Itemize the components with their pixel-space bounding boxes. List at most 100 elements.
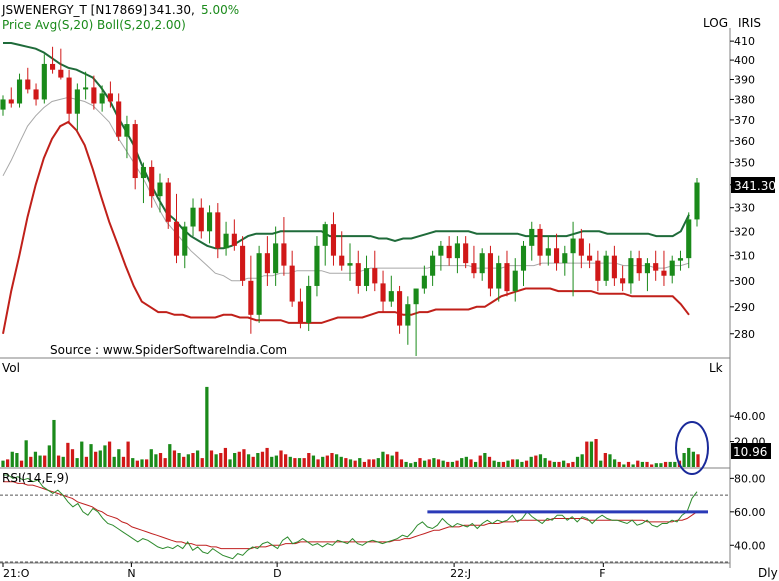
bollinger-lower-band xyxy=(2,120,690,334)
candle-body xyxy=(686,219,692,259)
candle xyxy=(248,255,254,334)
log-scale-toggle[interactable]: LOG xyxy=(703,16,728,30)
candle-body xyxy=(289,265,295,302)
candle xyxy=(347,243,353,281)
volume-bar xyxy=(33,451,38,467)
volume-bar xyxy=(140,459,144,467)
volume-bar xyxy=(362,461,367,467)
candle-body xyxy=(537,228,543,256)
candle xyxy=(413,288,419,356)
candle xyxy=(99,85,105,112)
candle-body xyxy=(520,245,527,271)
volume-bar xyxy=(70,449,75,467)
candle-body xyxy=(58,69,64,78)
volume-bar xyxy=(543,458,547,467)
candle-body xyxy=(355,263,361,286)
candle xyxy=(496,255,502,302)
candle-body xyxy=(446,245,452,259)
volume-bar xyxy=(200,458,204,467)
candle xyxy=(198,198,204,239)
candle xyxy=(520,240,527,286)
volume-bar xyxy=(640,461,645,467)
candle xyxy=(446,236,452,266)
volume-bar xyxy=(284,454,288,467)
volume-bar xyxy=(599,460,603,467)
candle-body xyxy=(677,258,684,261)
candle-body xyxy=(694,182,700,220)
volume-bar xyxy=(399,459,404,467)
volume-bar xyxy=(524,460,529,467)
price-tick-label: 290 xyxy=(734,301,755,314)
volume-bar xyxy=(534,455,538,467)
volume-bar xyxy=(538,454,543,467)
volume-bar xyxy=(529,456,533,467)
candle-body xyxy=(628,258,634,284)
candle-body xyxy=(330,224,337,256)
candle xyxy=(694,178,700,227)
volume-bar xyxy=(636,460,640,467)
time-tick-label: 22:J xyxy=(450,567,471,580)
candle-body xyxy=(380,283,386,302)
volume-bar xyxy=(413,461,417,467)
candle xyxy=(636,250,642,281)
candle-body xyxy=(264,253,270,274)
candle-body xyxy=(388,291,394,302)
rsi-signal-line xyxy=(3,481,698,550)
candle-body xyxy=(190,207,196,227)
candle xyxy=(231,219,237,251)
volume-bar xyxy=(154,454,158,467)
volume-bar xyxy=(650,464,654,467)
price-tick-label: 400 xyxy=(734,54,755,67)
volume-bar xyxy=(663,461,668,467)
volume-highlight-ellipse xyxy=(675,421,709,475)
candle xyxy=(33,83,39,106)
volume-bar xyxy=(455,460,459,467)
volume-bar xyxy=(594,439,598,467)
candle xyxy=(529,221,535,261)
volume-bar xyxy=(38,455,42,467)
volume-bar xyxy=(460,458,464,467)
volume-bar xyxy=(436,459,441,467)
candle xyxy=(322,221,328,266)
volume-bar xyxy=(321,456,325,467)
price-tick-label: 390 xyxy=(734,74,755,87)
volume-bar xyxy=(80,441,84,467)
volume-bar xyxy=(270,456,274,467)
candle xyxy=(504,250,510,297)
volume-bar xyxy=(339,456,343,467)
volume-bar xyxy=(515,459,519,467)
candle-body xyxy=(132,124,138,179)
candle-body xyxy=(74,89,80,114)
volume-bar xyxy=(608,454,612,467)
candle xyxy=(306,275,312,332)
candle xyxy=(256,245,262,323)
bollinger-legend: Boll(S,20,2.00) xyxy=(97,18,186,32)
volume-bar xyxy=(450,461,455,467)
candle xyxy=(83,71,89,100)
candle xyxy=(8,87,14,108)
candle-body xyxy=(504,263,510,292)
candle-body xyxy=(322,224,328,246)
volume-bar xyxy=(15,453,19,467)
candle-body xyxy=(611,255,617,279)
volume-bar xyxy=(464,456,468,467)
candle xyxy=(545,236,551,266)
price-panel xyxy=(0,42,700,356)
candle-body xyxy=(281,243,287,266)
volume-bar xyxy=(311,455,316,467)
candle xyxy=(512,258,518,302)
candle xyxy=(463,236,469,269)
candle xyxy=(355,250,361,294)
volume-bar xyxy=(487,456,492,467)
candle-body xyxy=(372,268,378,284)
volume-bar xyxy=(293,458,297,467)
volume-bar xyxy=(418,458,422,467)
candle-body xyxy=(405,304,411,326)
volume-bar xyxy=(603,453,607,467)
volume-bar xyxy=(98,450,102,467)
price-tick-label: 280 xyxy=(734,328,755,341)
volume-bar xyxy=(1,460,5,467)
candle xyxy=(240,236,246,286)
volume-tick-label: 40.00 xyxy=(734,410,766,423)
volume-bar xyxy=(520,461,524,467)
